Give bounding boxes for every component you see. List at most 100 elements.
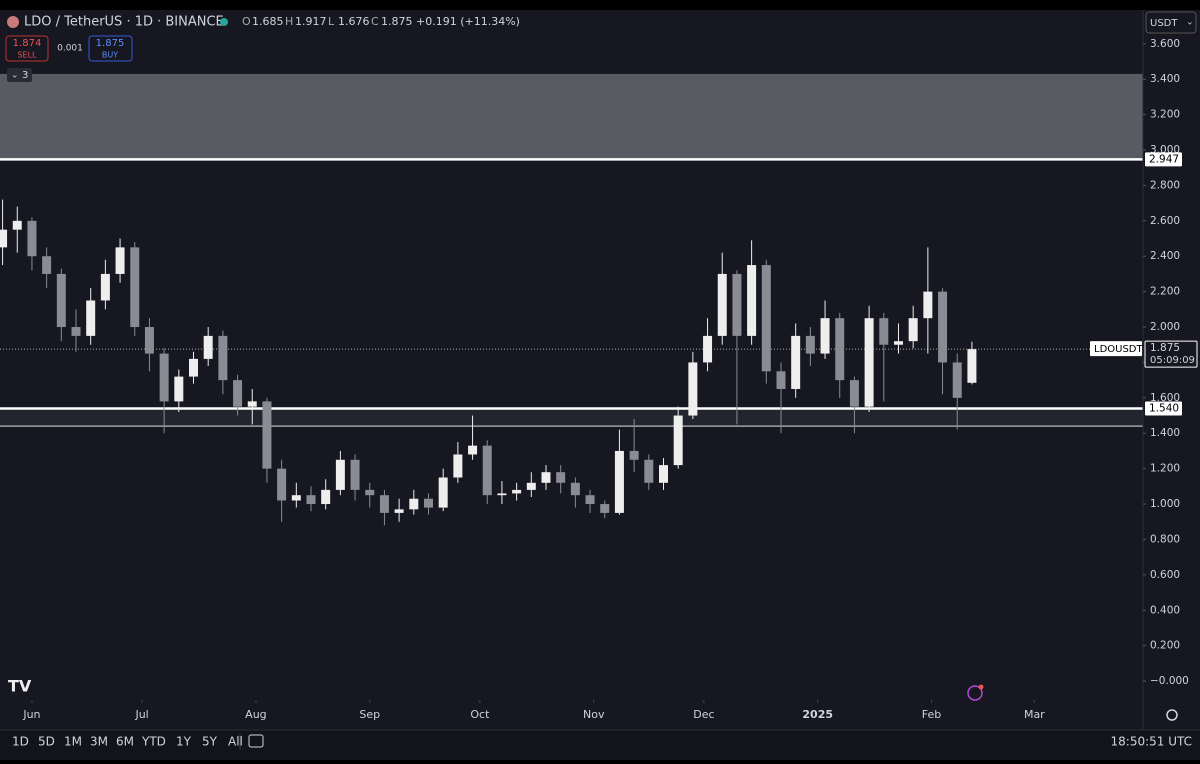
y-tick-label: 0.400 — [1150, 604, 1180, 616]
indicator-chevron[interactable]: ⌄ — [11, 71, 19, 81]
candle-body — [658, 465, 668, 483]
candle-body — [321, 489, 331, 505]
ohlc-key: O — [242, 15, 251, 28]
candle-body — [541, 472, 551, 483]
candle-body — [805, 335, 815, 354]
timeframe-button[interactable]: 5D — [38, 735, 55, 749]
candle-body — [732, 273, 742, 336]
candle-body — [923, 291, 933, 319]
x-tick-label: Mar — [1024, 708, 1045, 721]
y-tick-label: 3.200 — [1150, 109, 1180, 121]
level-label: 1.540 — [1149, 402, 1179, 414]
timeframe-button[interactable]: YTD — [141, 735, 166, 749]
y-tick-label: 2.400 — [1150, 250, 1180, 262]
candle-body — [56, 273, 66, 328]
candle-body — [159, 353, 169, 402]
x-tick-label: Sep — [359, 708, 380, 721]
x-tick-label: Jun — [22, 708, 40, 721]
candle-body — [86, 300, 96, 336]
lightning-icon[interactable] — [967, 685, 983, 701]
date-range-icon[interactable] — [248, 734, 264, 748]
candle-body — [600, 504, 610, 513]
candle-body — [644, 459, 654, 483]
candle-body — [306, 495, 316, 505]
y-tick-label: 2.800 — [1150, 179, 1180, 191]
buy-button[interactable] — [88, 35, 133, 62]
candle-body — [791, 335, 801, 389]
countdown-label: 05:09:09 — [1150, 355, 1195, 366]
candle-body — [115, 247, 125, 274]
indicator-count[interactable]: 3 — [22, 70, 28, 81]
x-tick-label: Feb — [922, 708, 941, 721]
timeframe-button[interactable]: 1M — [64, 735, 82, 749]
candle-body — [423, 498, 433, 508]
candle-body — [761, 265, 771, 372]
candle-body — [938, 291, 948, 363]
candle-body — [864, 318, 874, 407]
y-tick-label: 3.600 — [1150, 38, 1180, 50]
sell-button[interactable] — [5, 35, 49, 62]
candle-body — [203, 335, 213, 359]
y-tick-label: 0.600 — [1150, 569, 1180, 581]
candle-body — [291, 495, 301, 501]
timeframe-button[interactable]: 6M — [116, 735, 134, 749]
candle-body — [512, 489, 522, 494]
y-tick-label: −0.000 — [1150, 675, 1189, 687]
candle-body — [335, 459, 345, 490]
y-tick-label: 0.800 — [1150, 533, 1180, 545]
candle-body — [12, 220, 22, 230]
x-tick-label: Aug — [245, 708, 266, 721]
y-tick-label: 1.400 — [1150, 427, 1180, 439]
y-tick-label: 2.000 — [1150, 321, 1180, 333]
timeframe-button[interactable]: 1D — [12, 735, 29, 749]
level-label-box — [1145, 152, 1182, 167]
y-tick-label: 3.400 — [1150, 73, 1180, 85]
currency-label[interactable]: USDT — [1150, 18, 1178, 29]
settings-icon[interactable] — [1166, 709, 1178, 721]
ohlc-value: 1.685 — [252, 15, 284, 28]
x-tick-label: Jul — [134, 708, 148, 721]
buy-price[interactable]: 1.875 — [96, 38, 125, 49]
candle-body — [365, 489, 375, 496]
candle-body — [497, 493, 507, 496]
timeframe-button[interactable]: 5Y — [202, 735, 218, 749]
indicator-toggle[interactable] — [7, 68, 32, 82]
candle-body — [100, 273, 110, 301]
sell-price[interactable]: 1.874 — [13, 38, 42, 49]
y-tick-label: 1.600 — [1150, 392, 1180, 404]
x-tick-label: Nov — [583, 708, 605, 721]
candle-body — [776, 371, 786, 389]
symbol-label: LDOUSDT — [1094, 344, 1144, 355]
dropdown-chevron[interactable]: ⌄ — [1186, 18, 1194, 28]
candle-body — [673, 415, 683, 466]
candle-body — [468, 445, 478, 455]
candle-body — [174, 376, 184, 402]
sell-label[interactable]: SELL — [17, 51, 37, 60]
candle-body — [908, 318, 918, 342]
timeframe-button[interactable]: 1Y — [176, 735, 192, 749]
timeframe-button[interactable]: 3M — [90, 735, 108, 749]
candle-body — [130, 247, 140, 328]
candle-body — [526, 482, 536, 490]
candle-body — [835, 318, 845, 381]
y-tick-label: 1.200 — [1150, 463, 1180, 475]
symbol-icon — [7, 16, 19, 28]
candle-body — [952, 362, 962, 398]
currency-dropdown[interactable] — [1145, 11, 1197, 34]
candle-body — [629, 450, 639, 460]
candle-body — [218, 335, 228, 381]
timeframe-button[interactable]: All — [228, 735, 243, 749]
ohlc-key: H — [285, 15, 293, 28]
candle-body — [379, 495, 389, 513]
buy-label[interactable]: BUY — [102, 51, 118, 60]
candle-body — [262, 401, 272, 469]
candle-body — [820, 318, 830, 354]
candle-body — [277, 468, 287, 501]
x-tick-label: Dec — [693, 708, 714, 721]
candle-body — [893, 341, 903, 345]
x-tick-label: 2025 — [802, 708, 833, 721]
tradingview-logo[interactable]: TV — [8, 677, 32, 696]
notification-dot — [978, 684, 984, 690]
candle-body — [482, 445, 492, 496]
